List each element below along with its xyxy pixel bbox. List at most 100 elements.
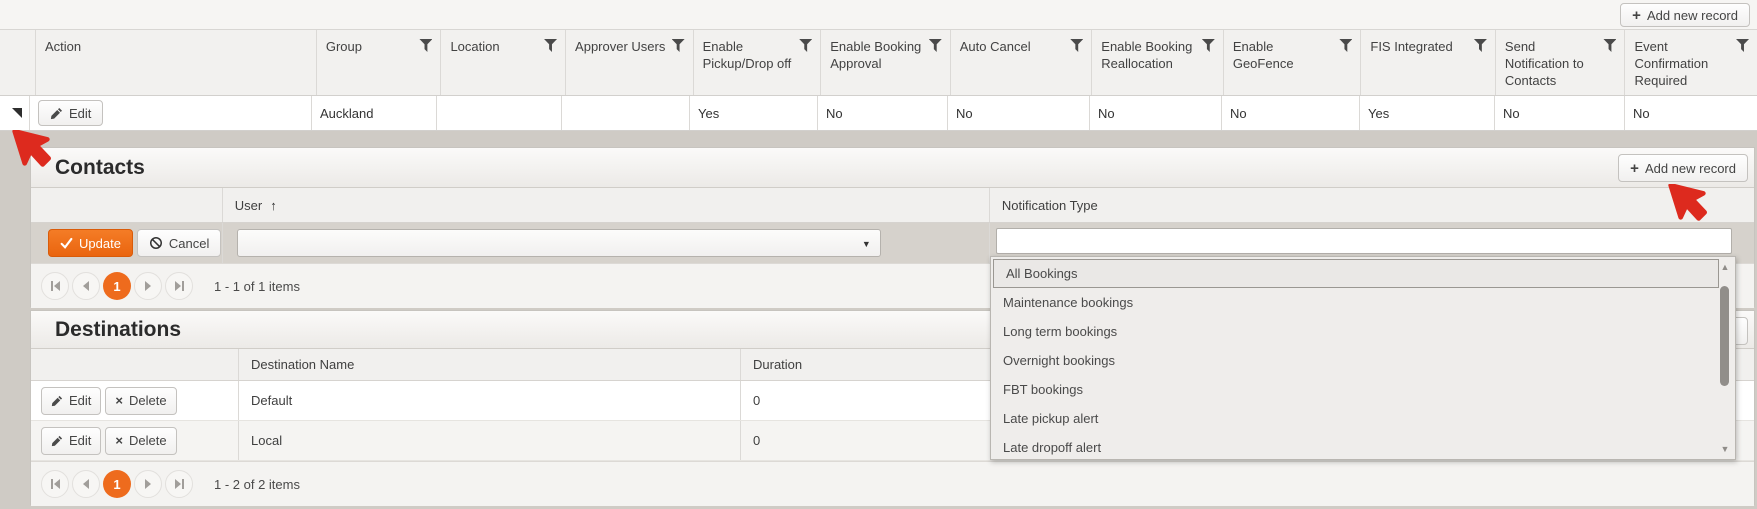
pager-page-button[interactable]: 1: [103, 470, 131, 498]
pencil-icon: [50, 107, 63, 120]
filter-icon[interactable]: [419, 39, 433, 52]
filter-icon[interactable]: [671, 39, 685, 52]
notification-type-dropdown: All Bookings Maintenance bookings Long t…: [990, 256, 1736, 460]
first-page-icon: [53, 479, 60, 489]
dropdown-item[interactable]: Maintenance bookings: [1003, 295, 1134, 310]
filter-icon[interactable]: [544, 39, 558, 52]
update-button[interactable]: Update: [48, 229, 133, 257]
destination-actions: Edit × Delete: [31, 381, 239, 420]
pager-last-button[interactable]: [165, 272, 193, 300]
pager-prev-button[interactable]: [72, 272, 100, 300]
user-combobox[interactable]: ▼: [236, 229, 881, 257]
check-icon: [60, 237, 73, 249]
cell-send-notification: No: [1495, 96, 1625, 130]
edit-button[interactable]: Edit: [38, 100, 104, 126]
column-header-notification-type[interactable]: Notification Type: [1001, 197, 1098, 213]
column-header-auto-cancel[interactable]: Auto Cancel: [951, 30, 1093, 95]
column-header-fis-integrated[interactable]: FIS Integrated: [1361, 30, 1496, 95]
notification-type-input[interactable]: [996, 228, 1732, 254]
cell-group: Auckland: [312, 96, 437, 130]
destinations-title: Destinations: [55, 317, 182, 341]
cancel-icon: [149, 236, 163, 250]
plus-icon: +: [1630, 159, 1639, 177]
filter-icon[interactable]: [1736, 39, 1750, 52]
add-new-record-button[interactable]: + Add new record: [1620, 3, 1750, 27]
dropdown-item[interactable]: Overnight bookings: [1003, 353, 1116, 368]
column-header-location[interactable]: Location: [441, 30, 567, 95]
destinations-action-column: [31, 349, 239, 380]
scroll-down-icon[interactable]: ▼: [1720, 444, 1730, 454]
row-collapse-cell[interactable]: [0, 96, 30, 130]
pager-next-button[interactable]: [134, 470, 162, 498]
cell-enable-geofence: No: [1222, 96, 1360, 130]
last-page-icon: [174, 281, 181, 291]
delete-button[interactable]: × Delete: [105, 386, 177, 415]
x-icon: ×: [115, 433, 123, 448]
hierarchy-header-cell: [0, 30, 36, 95]
column-header-event-confirmation[interactable]: Event Confirmation Required: [1625, 30, 1757, 95]
x-icon: ×: [115, 393, 123, 408]
column-header-group[interactable]: Group: [317, 30, 442, 95]
column-header-approver-users[interactable]: Approver Users: [566, 30, 694, 95]
chevron-down-icon[interactable]: ▼: [861, 239, 871, 249]
pager-info: 1 - 1 of 1 items: [214, 278, 300, 294]
column-header-enable-geofence[interactable]: Enable GeoFence: [1224, 30, 1362, 95]
pager-info: 1 - 2 of 2 items: [214, 476, 300, 492]
dropdown-item[interactable]: Long term bookings: [1003, 324, 1118, 339]
collapse-icon[interactable]: [12, 108, 22, 118]
filter-icon[interactable]: [1201, 39, 1215, 52]
cell-fis-integrated: Yes: [1360, 96, 1495, 130]
pager-last-button[interactable]: [165, 470, 193, 498]
pencil-icon: [51, 435, 63, 447]
table-row: Edit Auckland Yes No No No No Yes No No: [0, 96, 1757, 131]
column-header-destination-name[interactable]: Destination Name: [239, 349, 741, 380]
column-header-enable-booking-reallocation[interactable]: Enable Booking Reallocation: [1092, 30, 1224, 95]
filter-icon[interactable]: [799, 39, 813, 52]
destinations-pager: 1 1 - 2 of 2 items: [31, 461, 1754, 506]
pager-first-button[interactable]: [41, 272, 69, 300]
dropdown-item[interactable]: Late dropoff alert: [1003, 440, 1102, 455]
edit-button[interactable]: Edit: [41, 386, 102, 415]
cell-event-confirmation: No: [1633, 105, 1650, 121]
pager-prev-button[interactable]: [72, 470, 100, 498]
filter-icon[interactable]: [1070, 39, 1084, 52]
filter-icon[interactable]: [1603, 39, 1617, 52]
filter-icon[interactable]: [1473, 39, 1487, 52]
column-header-duration[interactable]: Duration: [753, 357, 803, 372]
pager-next-button[interactable]: [134, 272, 162, 300]
cell-destination-name: Default: [239, 381, 741, 420]
dropdown-scrollbar[interactable]: ▲ ▼: [1718, 260, 1732, 456]
column-header-user[interactable]: User ↑: [223, 188, 990, 222]
filter-icon[interactable]: [928, 39, 942, 52]
main-grid-header: Action Group Location Approver Users Ena…: [0, 30, 1757, 96]
filter-icon[interactable]: [1339, 39, 1353, 52]
cancel-button[interactable]: Cancel: [136, 229, 222, 257]
column-header-enable-pickup-dropoff[interactable]: Enable Pickup/Drop off: [694, 30, 822, 95]
cell-destination-name: Local: [239, 421, 741, 460]
contacts-title: Contacts: [55, 155, 145, 179]
annotation-arrow-expand: [10, 129, 54, 178]
cell-enable-booking-approval: No: [818, 96, 948, 130]
detail-section: Contacts + Add new record User ↑ Notific…: [0, 131, 1757, 509]
cell-location: [437, 96, 562, 130]
delete-button[interactable]: × Delete: [105, 426, 177, 455]
cell-duration: 0: [753, 433, 761, 448]
contacts-user-cell: ▼: [223, 223, 990, 263]
cell-duration: 0: [753, 393, 761, 408]
cell-enable-booking-reallocation: No: [1090, 96, 1222, 130]
dropdown-item[interactable]: Late pickup alert: [1003, 411, 1099, 426]
scrollbar-thumb[interactable]: [1720, 286, 1729, 386]
scroll-up-icon[interactable]: ▲: [1720, 262, 1730, 272]
edit-button[interactable]: Edit: [41, 426, 102, 455]
pager-first-button[interactable]: [41, 470, 69, 498]
column-header-send-notification[interactable]: Send Notification to Contacts: [1496, 30, 1626, 95]
prev-page-icon: [83, 479, 89, 489]
contacts-action-column: [31, 188, 223, 222]
contacts-edit-actions: Update Cancel: [31, 223, 223, 263]
pager-page-button[interactable]: 1: [103, 272, 131, 300]
column-header-enable-booking-approval[interactable]: Enable Booking Approval: [821, 30, 951, 95]
cell-approver-users: [562, 96, 690, 130]
dropdown-item[interactable]: All Bookings: [993, 259, 1719, 288]
contacts-add-new-record-button[interactable]: + Add new record: [1618, 154, 1748, 182]
dropdown-item[interactable]: FBT bookings: [1003, 382, 1083, 397]
